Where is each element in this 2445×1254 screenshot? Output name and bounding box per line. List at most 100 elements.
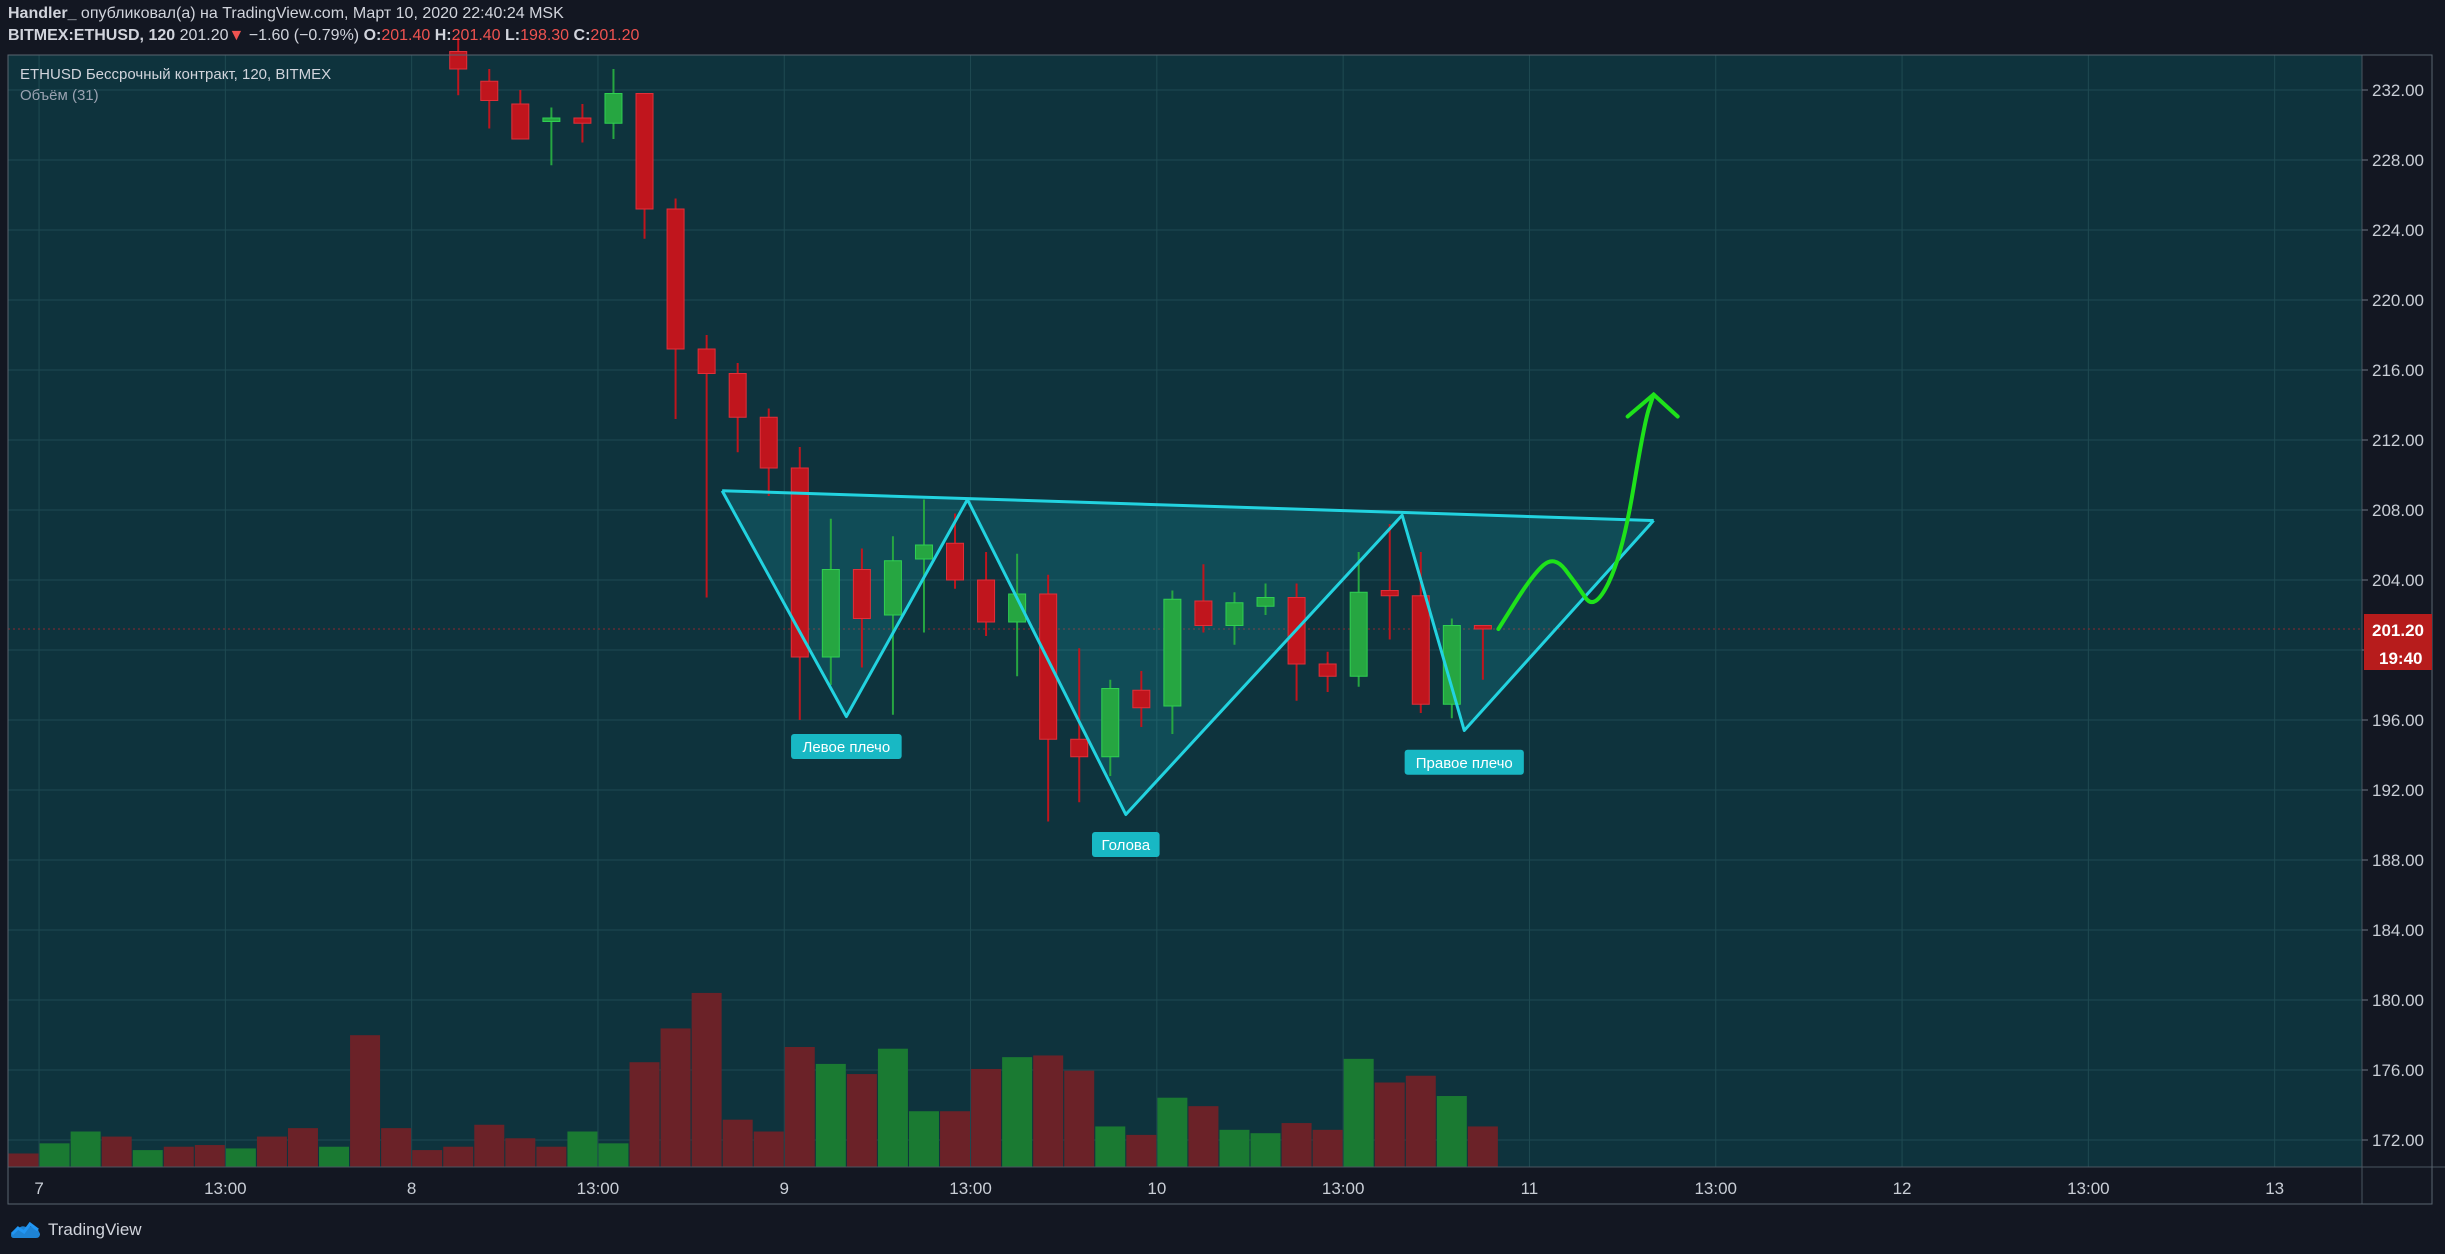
pattern-label-box [791, 734, 902, 759]
candle-down [728, 373, 747, 418]
volume-bar-up [132, 1150, 163, 1167]
candle-up [1101, 688, 1120, 758]
price-tag-value: 201.20 [2372, 621, 2424, 640]
volume-bar-down [256, 1136, 287, 1167]
pattern-labels: Левое плечо Голова Правое плечо [791, 734, 1524, 857]
candle-up [1442, 625, 1461, 705]
candle-up [914, 544, 933, 560]
y-tick-label: 212.00 [2372, 431, 2424, 450]
volume-bar-down [412, 1150, 443, 1167]
x-tick-label: 13:00 [577, 1179, 620, 1198]
candle-down [511, 103, 530, 140]
tradingview-cloud-icon [10, 1221, 40, 1238]
candle-down [852, 569, 871, 619]
volume-bar-down [1064, 1070, 1095, 1167]
candle-up [1349, 591, 1368, 677]
x-tick-label: 10 [1147, 1179, 1166, 1198]
x-tick-label: 13:00 [1694, 1179, 1737, 1198]
y-tick-label: 228.00 [2372, 151, 2424, 170]
volume-bar-up [1002, 1057, 1033, 1167]
neckline [722, 489, 1654, 522]
volume-bar-up [1219, 1129, 1250, 1167]
candle-down [449, 51, 468, 70]
candle-down [697, 348, 716, 374]
author-name[interactable]: Handler_ [8, 5, 77, 22]
candle-up [542, 117, 561, 122]
volume-bar-down [8, 1153, 39, 1167]
volume-bar-up [1343, 1058, 1374, 1167]
x-tick-label: 13:00 [1322, 1179, 1365, 1198]
volume-bar-up [1250, 1133, 1281, 1167]
candle-down [1473, 625, 1492, 630]
pattern-label: Левое плечо [802, 739, 890, 756]
volume-bar-up [1436, 1096, 1467, 1167]
pattern-label: Голова [1102, 837, 1151, 854]
y-tick-label: 188.00 [2372, 851, 2424, 870]
y-tick-label: 176.00 [2372, 1061, 2424, 1080]
candle-down [1411, 595, 1430, 705]
volume-bar-down [350, 1035, 381, 1167]
projection-arrow[interactable] [1496, 391, 1680, 631]
last-price-value: 201.20 [179, 27, 229, 44]
y-tick-label: 204.00 [2372, 571, 2424, 590]
y-tick-label: 180.00 [2372, 991, 2424, 1010]
volume-bar-down [940, 1111, 971, 1167]
series-legend[interactable]: ETHUSD Бессрочный контракт, 120, BITMEX [20, 66, 332, 83]
candle-down [1380, 590, 1399, 597]
x-tick-label: 13:00 [949, 1179, 992, 1198]
candle-up [1163, 598, 1182, 707]
close-label: C: [573, 27, 591, 44]
volume-bar-down [1126, 1134, 1157, 1167]
volume-bar-down [194, 1145, 225, 1167]
volume-bar-down [1188, 1106, 1219, 1167]
volume-bar-down [536, 1146, 567, 1167]
tradingview-logo[interactable]: TradingView [10, 1220, 142, 1240]
volume-bars [8, 992, 1498, 1167]
candle-down [1132, 689, 1151, 709]
price-tag-countdown: 19:40 [2379, 649, 2422, 668]
candle-down [946, 542, 965, 581]
y-tick-label: 192.00 [2372, 781, 2424, 800]
low-value: 198.30 [520, 27, 570, 44]
down-triangle-icon: ▼ [228, 27, 245, 44]
candle-down [1039, 593, 1058, 740]
volume-bar-up [598, 1143, 629, 1167]
pattern-outline [720, 490, 1655, 816]
pattern-label-box [1404, 749, 1524, 775]
published-text: опубликовал(а) на TradingView.com, Март … [80, 5, 564, 22]
footer-brand: TradingView [48, 1220, 142, 1239]
x-tick-label: 13 [2265, 1179, 2284, 1198]
y-tick-label: 196.00 [2372, 711, 2424, 730]
last-price-tag: 201.20 19:40 [2364, 614, 2432, 670]
candle-down [1070, 738, 1089, 758]
volume-bar-down [629, 1062, 660, 1167]
volume-bar-down [474, 1124, 505, 1167]
high-label: H: [434, 27, 452, 44]
candle-down [790, 467, 809, 658]
price-axis[interactable]: 232.00 228.00 224.00 220.00 216.00 212.00 208.… [2362, 81, 2424, 1150]
volume-bar-down [381, 1128, 412, 1167]
y-tick-label: 224.00 [2372, 221, 2424, 240]
volume-bar-down [691, 992, 722, 1167]
volume-bar-down [784, 1047, 815, 1167]
volume-bar-up [1095, 1126, 1126, 1167]
x-tick-label: 13:00 [2067, 1179, 2110, 1198]
candles [449, 37, 1492, 822]
price-tag-box [2364, 614, 2432, 670]
time-axis[interactable]: 7 13:00 8 13:00 9 13:00 10 13:00 11 13:00 12 13:00 1… [34, 1179, 2284, 1198]
projection-path [1496, 392, 1656, 631]
y-tick-label: 184.00 [2372, 921, 2424, 940]
plot-background [8, 55, 2362, 1167]
volume-legend[interactable]: Объём (31) [20, 87, 99, 104]
volume-bar-down [846, 1074, 877, 1167]
high-value: 201.40 [451, 27, 501, 44]
volume-bar-down [287, 1128, 318, 1167]
publish-info: Handler_ опубликовал(а) на TradingView.c… [8, 5, 564, 23]
head-shoulders-lines[interactable] [720, 489, 1655, 816]
candle-down [573, 117, 592, 124]
symbol-label: BITMEX:ETHUSD, 120 [8, 27, 176, 44]
volume-bar-up [70, 1131, 101, 1167]
candle-up [883, 560, 902, 616]
x-tick-label: 7 [34, 1179, 43, 1198]
